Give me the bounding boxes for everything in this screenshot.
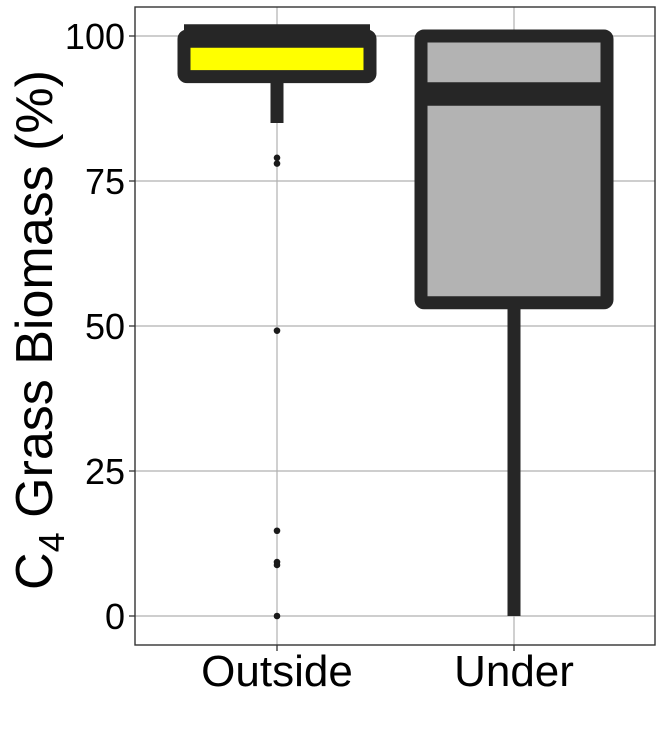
outside-outlier-point: [273, 561, 281, 569]
x-tick-label: Outside: [201, 647, 353, 696]
outside-outlier-point: [273, 160, 281, 167]
box-layer: [177, 24, 614, 616]
y-axis-title-subscript: 4: [31, 532, 72, 552]
x-tick-label: Under: [454, 647, 574, 696]
y-tick-label: 100: [65, 16, 125, 57]
y-axis-ticks: 0 25 50 75 100: [65, 16, 135, 637]
y-tick-label: 75: [85, 161, 125, 202]
outside-outlier-point: [273, 154, 281, 162]
x-axis-ticks: Outside Under: [201, 645, 574, 696]
outlier-layer: [273, 154, 281, 620]
under-box: [414, 29, 614, 310]
y-tick-label: 25: [85, 451, 125, 492]
outside-outlier-point: [273, 327, 281, 334]
outside-outlier-point: [273, 612, 281, 620]
y-axis-title-rest: Grass Biomass (%): [6, 70, 64, 532]
y-axis-title-prefix: C: [6, 552, 64, 590]
y-tick-label: 50: [85, 306, 125, 347]
y-axis-title: C4 Grass Biomass (%): [6, 70, 72, 590]
outside-outlier-point: [273, 527, 281, 535]
y-tick-label: 0: [105, 596, 125, 637]
